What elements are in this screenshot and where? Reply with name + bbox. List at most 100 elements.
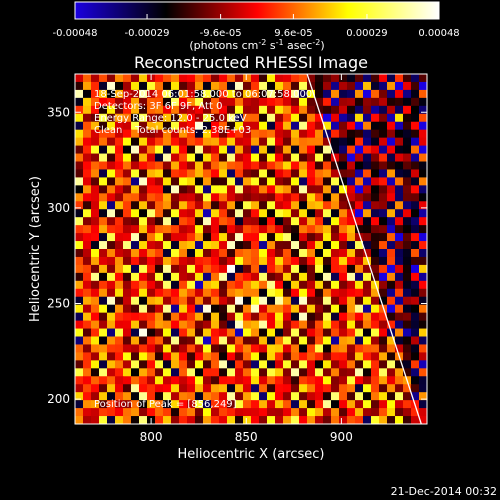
image-pixel	[267, 81, 276, 91]
image-pixel	[123, 137, 132, 147]
image-pixel	[275, 336, 284, 346]
image-pixel	[115, 400, 124, 409]
image-pixel	[379, 408, 388, 417]
image-pixel	[115, 137, 124, 147]
image-pixel	[179, 217, 188, 226]
image-pixel	[411, 408, 420, 417]
image-pixel	[363, 416, 372, 424]
image-pixel	[243, 408, 252, 417]
image-pixel	[195, 105, 204, 115]
image-pixel	[371, 296, 380, 306]
colorbar	[74, 1, 440, 20]
image-pixel	[275, 225, 284, 234]
image-pixel	[363, 105, 372, 115]
image-pixel	[163, 89, 172, 99]
image-pixel	[139, 304, 148, 314]
image-pixel	[187, 288, 196, 298]
image-pixel	[379, 296, 388, 306]
image-pixel	[75, 169, 84, 178]
image-pixel	[107, 74, 116, 83]
image-pixel	[187, 368, 196, 377]
image-pixel	[259, 249, 268, 258]
image-pixel	[267, 161, 276, 171]
image-pixel	[211, 81, 220, 91]
image-pixel	[123, 320, 132, 330]
image-pixel	[323, 272, 332, 282]
image-pixel	[251, 344, 260, 353]
image-pixel	[139, 241, 148, 250]
image-pixel	[91, 153, 100, 163]
image-pixel	[411, 360, 420, 369]
image-pixel	[115, 153, 124, 163]
image-pixel	[267, 256, 276, 266]
image-pixel	[251, 97, 260, 107]
image-pixel	[171, 209, 180, 218]
image-pixel	[219, 121, 228, 131]
image-pixel	[403, 74, 412, 83]
image-pixel	[187, 105, 196, 115]
image-pixel	[259, 209, 268, 218]
image-pixel	[123, 408, 132, 417]
image-pixel	[299, 249, 308, 258]
image-pixel	[283, 217, 292, 226]
image-pixel	[251, 185, 260, 194]
image-pixel	[171, 74, 180, 83]
image-pixel	[299, 209, 308, 218]
image-pixel	[299, 89, 308, 99]
image-pixel	[131, 352, 140, 361]
image-pixel	[163, 153, 172, 163]
image-pixel	[235, 201, 244, 210]
image-pixel	[155, 360, 164, 369]
image-pixel	[163, 264, 172, 274]
image-pixel	[219, 169, 228, 178]
image-pixel	[363, 129, 372, 139]
image-pixel	[259, 161, 268, 171]
image-pixel	[179, 161, 188, 171]
image-pixel	[379, 97, 388, 107]
image-pixel	[139, 177, 148, 186]
image-pixel	[315, 74, 324, 83]
image-pixel	[227, 256, 236, 266]
image-pixel	[243, 280, 252, 290]
image-pixel	[379, 392, 388, 401]
image-pixel	[91, 161, 100, 171]
image-pixel	[371, 400, 380, 409]
image-pixel	[139, 169, 148, 178]
image-pixel	[179, 296, 188, 306]
image-pixel	[187, 312, 196, 322]
image-pixel	[83, 304, 92, 314]
image-pixel	[107, 249, 116, 258]
image-pixel	[283, 336, 292, 346]
image-pixel	[411, 209, 420, 218]
image-pixel	[331, 360, 340, 369]
image-pixel	[395, 384, 404, 393]
image-pixel	[187, 328, 196, 338]
image-pixel	[355, 89, 364, 99]
image-pixel	[91, 241, 100, 250]
image-pixel	[163, 400, 172, 409]
image-pixel	[147, 105, 156, 115]
image-pixel	[171, 400, 180, 409]
image-pixel	[115, 161, 124, 171]
image-pixel	[243, 376, 252, 385]
image-pixel	[203, 320, 212, 330]
image-pixel	[243, 360, 252, 369]
image-pixel	[203, 201, 212, 210]
x-axis-label: Heliocentric X (arcsec)	[178, 447, 325, 462]
image-pixel	[403, 416, 412, 424]
image-pixel	[267, 400, 276, 409]
image-pixel	[299, 312, 308, 322]
image-pixel	[243, 312, 252, 322]
image-pixel	[387, 249, 396, 258]
image-pixel	[83, 344, 92, 353]
image-pixel	[99, 177, 108, 186]
image-pixel	[163, 328, 172, 338]
image-pixel	[91, 113, 100, 123]
image-pixel	[91, 217, 100, 226]
image-pixel	[347, 272, 356, 282]
image-pixel	[323, 280, 332, 290]
image-pixel	[163, 209, 172, 218]
image-pixel	[123, 296, 132, 306]
image-pixel	[347, 320, 356, 330]
image-pixel	[123, 241, 132, 250]
